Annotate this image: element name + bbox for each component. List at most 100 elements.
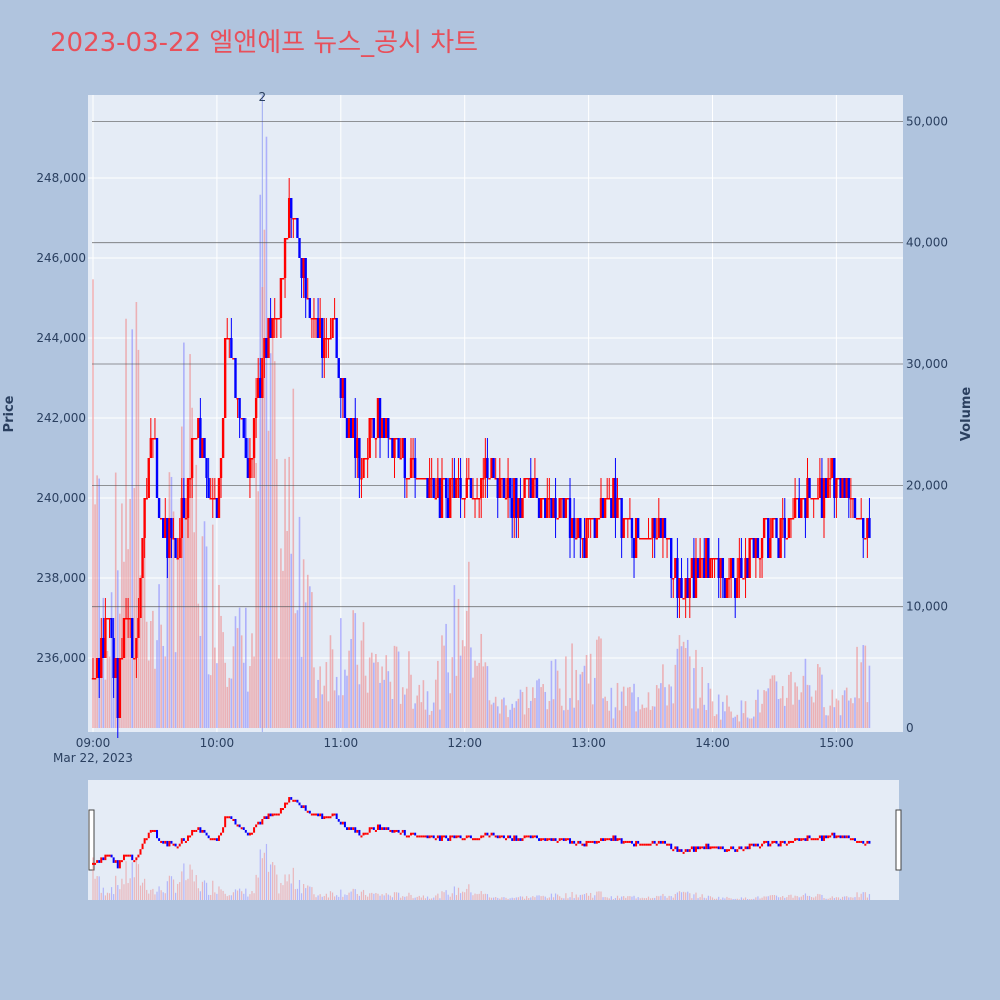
candle bbox=[618, 498, 621, 500]
mini-volume-bar bbox=[585, 893, 588, 900]
candle bbox=[416, 478, 419, 480]
candle bbox=[587, 518, 590, 520]
mini-candle bbox=[544, 838, 547, 841]
mini-volume-bar bbox=[639, 898, 641, 900]
mini-candle bbox=[664, 840, 667, 844]
candle bbox=[124, 618, 128, 620]
range-slider-left-handle[interactable] bbox=[88, 809, 95, 871]
mini-volume-bar bbox=[497, 897, 499, 900]
mini-volume-bar bbox=[212, 880, 214, 900]
volume-bar bbox=[404, 694, 406, 728]
mini-volume-bar bbox=[267, 871, 270, 900]
mini-candle bbox=[215, 838, 218, 841]
candle bbox=[469, 478, 473, 498]
mini-volume-bar bbox=[354, 889, 356, 900]
mini-volume-bar bbox=[521, 896, 524, 900]
mini-volume-bar bbox=[833, 898, 835, 900]
mini-candle bbox=[116, 860, 119, 869]
volume-bar bbox=[573, 707, 575, 728]
volume-bar bbox=[730, 711, 732, 728]
candle bbox=[393, 438, 396, 458]
volume-bar bbox=[269, 353, 272, 728]
mini-volume-bar bbox=[220, 889, 222, 900]
volume-bar bbox=[368, 657, 371, 728]
mini-volume-bar bbox=[348, 892, 350, 900]
mini-volume-bar bbox=[255, 874, 257, 900]
candle bbox=[413, 458, 417, 478]
mini-candle bbox=[352, 827, 355, 830]
mini-volume-bar bbox=[280, 882, 282, 900]
mini-volume-bar bbox=[740, 897, 743, 900]
mini-candle bbox=[618, 838, 621, 841]
mini-volume-bar bbox=[373, 893, 375, 900]
volume-bar bbox=[265, 136, 268, 729]
candle bbox=[655, 538, 658, 540]
candle bbox=[564, 498, 568, 518]
candle bbox=[157, 498, 161, 518]
candle bbox=[473, 498, 477, 500]
mini-volume-bar bbox=[804, 893, 807, 900]
y-tick-label: 236,000 bbox=[36, 651, 86, 665]
volume-bar bbox=[395, 646, 398, 728]
mini-volume-bar bbox=[583, 894, 586, 900]
mini-volume-bar bbox=[709, 896, 712, 900]
volume-bar bbox=[191, 407, 193, 728]
mini-candle bbox=[230, 816, 233, 819]
volume-bar bbox=[577, 700, 580, 728]
candle bbox=[812, 498, 815, 500]
mini-candle bbox=[608, 838, 611, 841]
candle bbox=[558, 498, 561, 518]
candle bbox=[221, 418, 225, 458]
mini-candle bbox=[756, 843, 759, 847]
candle bbox=[698, 558, 702, 578]
mini-candle bbox=[866, 840, 869, 844]
candle bbox=[135, 638, 138, 658]
mini-volume-bar bbox=[738, 899, 740, 900]
mini-candle bbox=[251, 832, 254, 835]
candle bbox=[837, 478, 840, 480]
volume-bar bbox=[775, 681, 778, 728]
volume-bar bbox=[724, 711, 726, 728]
mini-candle bbox=[222, 827, 225, 833]
mini-candle bbox=[265, 816, 268, 819]
volume-bar bbox=[565, 656, 567, 728]
y-tick-label: 246,000 bbox=[36, 251, 86, 265]
mini-candle bbox=[742, 849, 745, 852]
volume-bar bbox=[180, 426, 183, 728]
volume-bar bbox=[810, 696, 813, 728]
volume-bar bbox=[769, 678, 772, 728]
mini-candle bbox=[734, 849, 737, 852]
volume-bar bbox=[806, 684, 809, 728]
mini-candle bbox=[823, 835, 826, 841]
volume-bar bbox=[660, 683, 662, 728]
candle bbox=[343, 378, 347, 418]
mini-candle bbox=[814, 838, 817, 841]
mini-volume-bar bbox=[649, 898, 652, 900]
mini-candle bbox=[178, 843, 181, 847]
mini-candle bbox=[201, 829, 204, 833]
candle bbox=[209, 498, 212, 500]
candle bbox=[459, 478, 462, 498]
mini-candle bbox=[614, 835, 617, 841]
candle bbox=[486, 458, 489, 478]
candle bbox=[831, 458, 834, 478]
mini-volume-bar bbox=[699, 897, 701, 900]
candle bbox=[492, 458, 495, 478]
range-slider-right-handle[interactable] bbox=[895, 809, 902, 871]
mini-candle bbox=[389, 829, 392, 832]
mini-volume-bar bbox=[385, 893, 387, 900]
mini-candle bbox=[558, 838, 561, 841]
range-slider[interactable] bbox=[88, 780, 899, 900]
mini-volume-bar bbox=[141, 882, 144, 900]
candle bbox=[795, 498, 799, 500]
volume-bar bbox=[379, 682, 381, 728]
mini-candle bbox=[694, 846, 697, 852]
mini-volume-bar bbox=[441, 891, 443, 900]
candle bbox=[748, 538, 751, 578]
candle bbox=[449, 478, 452, 518]
volume-bar bbox=[176, 558, 179, 728]
candle bbox=[184, 518, 188, 520]
volume-bar bbox=[245, 607, 247, 728]
mini-candle bbox=[335, 813, 338, 819]
